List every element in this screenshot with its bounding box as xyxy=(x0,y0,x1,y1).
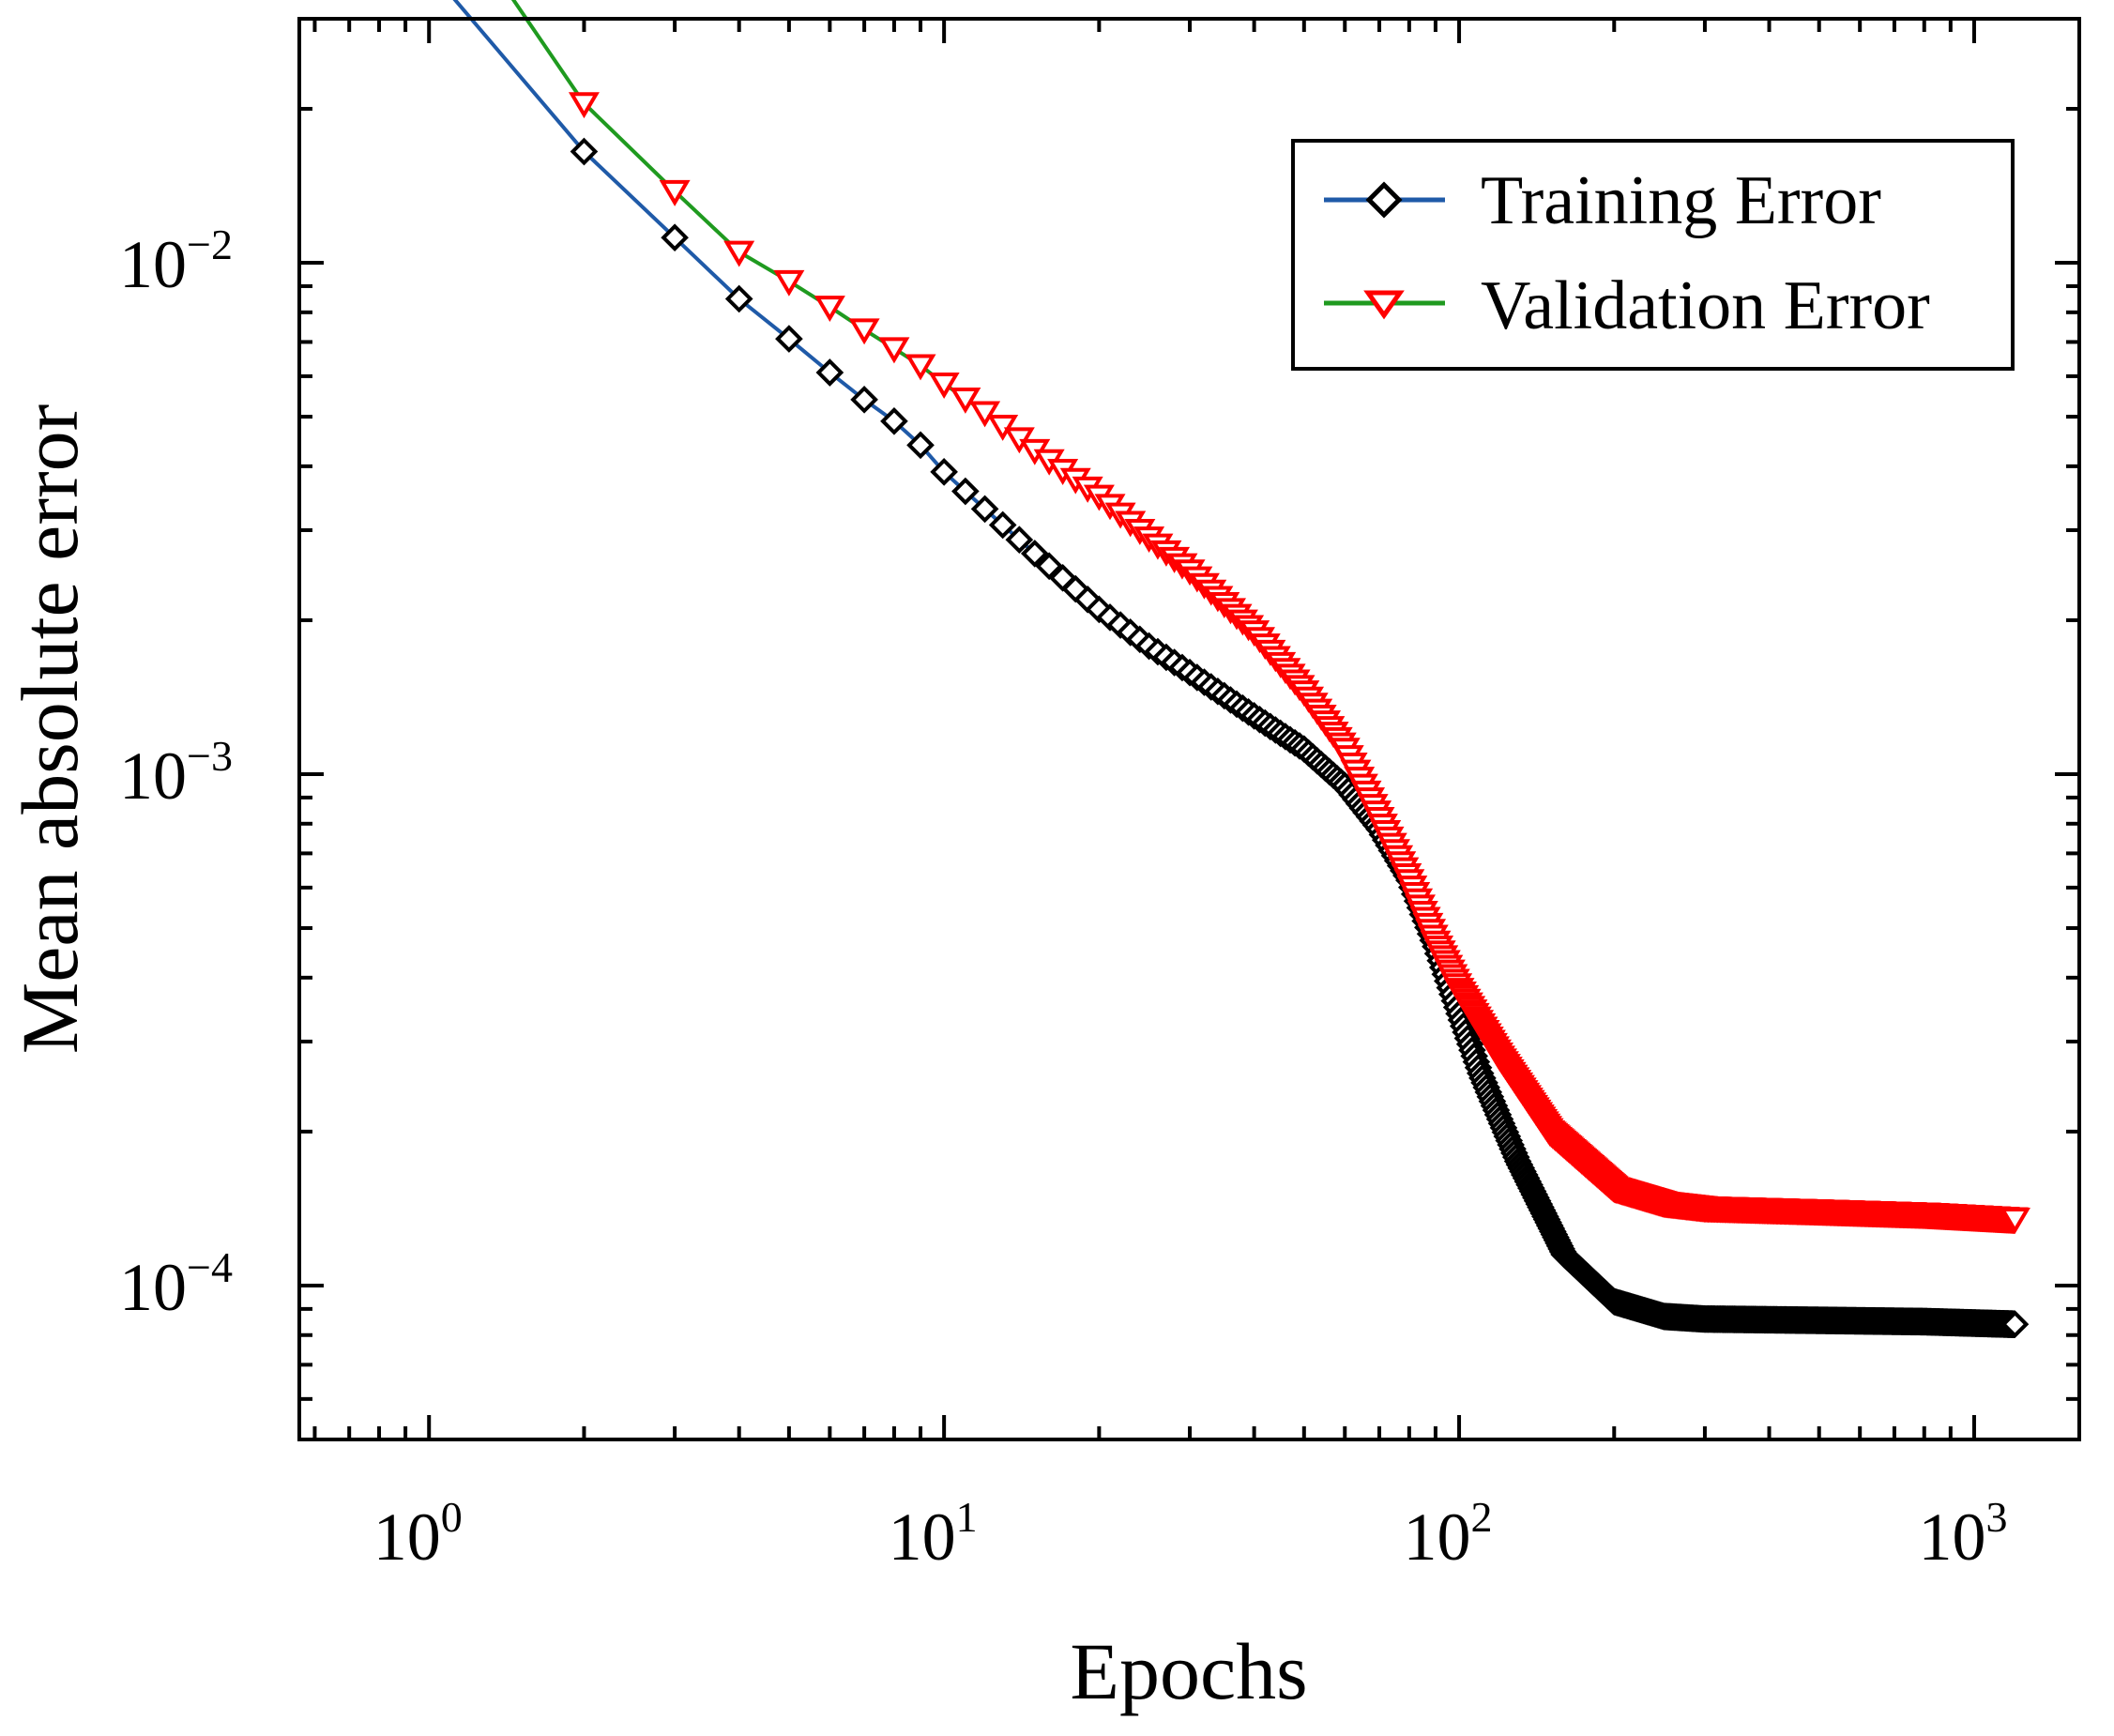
y-tick-label-exponent: −3 xyxy=(187,732,233,780)
y-tick-label-exponent: −4 xyxy=(187,1243,233,1291)
training-error-point xyxy=(1020,540,1049,568)
legend-box xyxy=(1291,139,2015,371)
y-tick-label-base: 10 xyxy=(119,739,187,814)
training-error-point xyxy=(988,510,1017,540)
x-tick-label-exponent: 0 xyxy=(441,1493,463,1541)
training-error-point xyxy=(1005,525,1034,555)
plot-data-area xyxy=(452,0,2030,1339)
training-error-point xyxy=(1035,552,1064,581)
validation-error-point xyxy=(905,354,936,381)
validation-error-point xyxy=(659,179,691,206)
validation-error-point xyxy=(928,373,960,399)
x-tick-label: 101 xyxy=(889,1493,978,1575)
training-error-point xyxy=(906,431,935,460)
validation-error-point xyxy=(987,414,1019,441)
legend-validation-marker xyxy=(1363,290,1405,320)
x-tick-label-exponent: 1 xyxy=(956,1493,978,1541)
y-tick-label-base: 10 xyxy=(119,1250,187,1325)
x-tick-label-exponent: 2 xyxy=(1471,1493,1493,1541)
y-axis-title: Mean absolute error xyxy=(5,404,95,1055)
x-tick-label: 103 xyxy=(1918,1493,2007,1575)
training-error-point xyxy=(850,386,878,414)
training-error-point xyxy=(880,407,908,435)
series-markers-training xyxy=(570,137,2030,1339)
validation-error-point xyxy=(848,318,880,345)
x-tick-label: 100 xyxy=(373,1493,463,1575)
y-tick-label-exponent: −2 xyxy=(187,221,233,268)
validation-error-point xyxy=(773,269,805,297)
legend-validation-label: Validation Error xyxy=(1481,267,1930,344)
validation-error-point xyxy=(814,296,845,323)
training-error-point xyxy=(970,495,999,524)
legend-training-label: Training Error xyxy=(1481,162,1881,239)
validation-error-point xyxy=(969,401,1001,428)
y-tick-label: 10−3 xyxy=(119,732,233,814)
training-error-point xyxy=(951,477,980,506)
axis-ticks xyxy=(299,17,2079,1441)
training-error-point xyxy=(815,358,844,387)
validation-error-point xyxy=(878,337,910,364)
x-tick-label-base: 10 xyxy=(1918,1500,1985,1575)
x-tick-label: 102 xyxy=(1404,1493,1493,1575)
y-tick-label: 10−4 xyxy=(119,1243,233,1325)
x-tick-label-base: 10 xyxy=(1404,1500,1471,1575)
training-error-point xyxy=(661,223,689,252)
training-error-point xyxy=(724,284,753,313)
validation-error-point xyxy=(1999,1208,2030,1234)
x-tick-label-base: 10 xyxy=(373,1500,441,1575)
x-tick-label-exponent: 3 xyxy=(1985,1493,2007,1541)
training-error-point xyxy=(930,458,958,486)
legend: Training Error Validation Error xyxy=(1291,139,2015,371)
validation-error-point xyxy=(723,240,755,267)
x-axis-title: Epochs xyxy=(1070,1626,1307,1716)
validation-error-point xyxy=(568,92,600,119)
y-tick-label-base: 10 xyxy=(119,227,187,302)
y-tick-label: 10−2 xyxy=(119,221,233,302)
series-markers-validation xyxy=(568,92,2030,1234)
legend-training-marker xyxy=(1365,181,1403,219)
x-tick-label-base: 10 xyxy=(889,1500,956,1575)
training-error-point xyxy=(2000,1310,2030,1339)
training-error-point xyxy=(775,325,803,353)
training-error-point xyxy=(570,137,599,166)
validation-error-point xyxy=(950,387,981,414)
